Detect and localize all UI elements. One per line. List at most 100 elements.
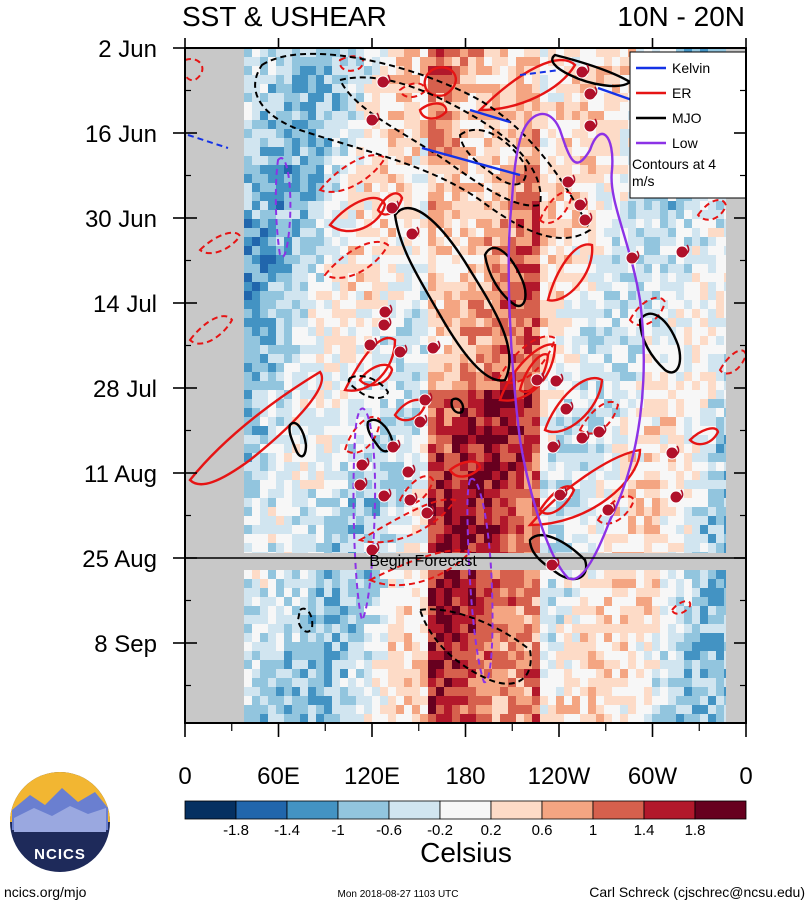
sst-cell bbox=[644, 219, 652, 228]
sst-cell bbox=[260, 264, 268, 273]
sst-cell bbox=[364, 237, 372, 246]
sst-cell bbox=[716, 579, 724, 588]
sst-cell bbox=[668, 237, 676, 246]
sst-cell bbox=[620, 165, 628, 174]
sst-cell bbox=[268, 669, 276, 678]
sst-cell bbox=[532, 363, 540, 372]
sst-cell bbox=[692, 210, 700, 219]
sst-cell bbox=[300, 318, 308, 327]
sst-cell bbox=[644, 642, 652, 651]
sst-cell bbox=[716, 714, 724, 723]
sst-cell bbox=[260, 669, 268, 678]
sst-cell bbox=[620, 273, 628, 282]
sst-cell bbox=[700, 309, 708, 318]
sst-cell bbox=[652, 525, 660, 534]
sst-cell bbox=[460, 345, 468, 354]
sst-cell bbox=[628, 471, 636, 480]
sst-cell bbox=[652, 264, 660, 273]
sst-cell bbox=[452, 219, 460, 228]
sst-cell bbox=[572, 426, 580, 435]
er-contour-negative bbox=[718, 349, 746, 375]
sst-cell bbox=[684, 651, 692, 660]
low-contours-negative bbox=[274, 157, 494, 684]
sst-cell bbox=[676, 471, 684, 480]
sst-cell bbox=[388, 606, 396, 615]
sst-cell bbox=[500, 201, 508, 210]
sst-cell bbox=[468, 354, 476, 363]
sst-cell bbox=[252, 417, 260, 426]
sst-cell bbox=[244, 543, 252, 552]
sst-cell bbox=[644, 453, 652, 462]
sst-cell bbox=[692, 480, 700, 489]
sst-cell bbox=[636, 273, 644, 282]
sst-cell bbox=[308, 120, 316, 129]
sst-cell bbox=[676, 615, 684, 624]
sst-cell bbox=[548, 480, 556, 489]
sst-cell bbox=[268, 66, 276, 75]
sst-cell bbox=[644, 471, 652, 480]
sst-cell bbox=[260, 714, 268, 723]
sst-cell bbox=[684, 435, 692, 444]
sst-cell bbox=[468, 93, 476, 102]
sst-cell bbox=[492, 75, 500, 84]
sst-cell bbox=[548, 345, 556, 354]
sst-cell bbox=[332, 453, 340, 462]
sst-cell bbox=[564, 669, 572, 678]
sst-cell bbox=[324, 210, 332, 219]
sst-cell bbox=[492, 84, 500, 93]
sst-cell bbox=[412, 246, 420, 255]
sst-cell bbox=[532, 705, 540, 714]
sst-cell bbox=[420, 228, 428, 237]
sst-cell bbox=[540, 192, 548, 201]
sst-cell bbox=[468, 525, 476, 534]
sst-cell bbox=[484, 84, 492, 93]
sst-cell bbox=[572, 696, 580, 705]
sst-cell bbox=[356, 300, 364, 309]
sst-cell bbox=[548, 129, 556, 138]
sst-cell bbox=[444, 687, 452, 696]
sst-cell bbox=[348, 651, 356, 660]
sst-cell bbox=[484, 516, 492, 525]
sst-cell bbox=[492, 192, 500, 201]
sst-cell bbox=[324, 84, 332, 93]
footer-url[interactable]: ncics.org/mjo bbox=[4, 884, 87, 900]
sst-cell bbox=[284, 615, 292, 624]
sst-cell bbox=[308, 507, 316, 516]
sst-cell bbox=[436, 156, 444, 165]
sst-cell bbox=[540, 579, 548, 588]
sst-cell bbox=[300, 678, 308, 687]
sst-cell bbox=[684, 219, 692, 228]
sst-cell bbox=[548, 228, 556, 237]
sst-cell bbox=[700, 714, 708, 723]
sst-cell bbox=[524, 336, 532, 345]
sst-cell bbox=[556, 390, 564, 399]
sst-cell bbox=[492, 273, 500, 282]
storm-symbol bbox=[559, 402, 573, 416]
sst-cell bbox=[660, 660, 668, 669]
sst-cell bbox=[500, 138, 508, 147]
sst-cell bbox=[396, 282, 404, 291]
sst-cell bbox=[540, 678, 548, 687]
storm-symbol bbox=[545, 558, 559, 572]
sst-cell bbox=[300, 156, 308, 165]
sst-cell bbox=[484, 714, 492, 723]
sst-cell bbox=[612, 363, 620, 372]
sst-cell bbox=[620, 192, 628, 201]
sst-cell bbox=[460, 516, 468, 525]
sst-cell bbox=[644, 291, 652, 300]
sst-cell bbox=[268, 498, 276, 507]
sst-cell bbox=[588, 642, 596, 651]
sst-cell bbox=[396, 381, 404, 390]
sst-cell bbox=[276, 57, 284, 66]
footer-author[interactable]: Carl Schreck (cjschrec@ncsu.edu) bbox=[589, 884, 805, 900]
sst-cell bbox=[452, 273, 460, 282]
sst-cell bbox=[492, 642, 500, 651]
sst-cell bbox=[524, 75, 532, 84]
sst-cell bbox=[540, 255, 548, 264]
sst-cell bbox=[564, 300, 572, 309]
sst-cell bbox=[396, 426, 404, 435]
sst-cell bbox=[628, 705, 636, 714]
sst-cell bbox=[468, 318, 476, 327]
sst-cell bbox=[412, 426, 420, 435]
sst-cell bbox=[252, 633, 260, 642]
